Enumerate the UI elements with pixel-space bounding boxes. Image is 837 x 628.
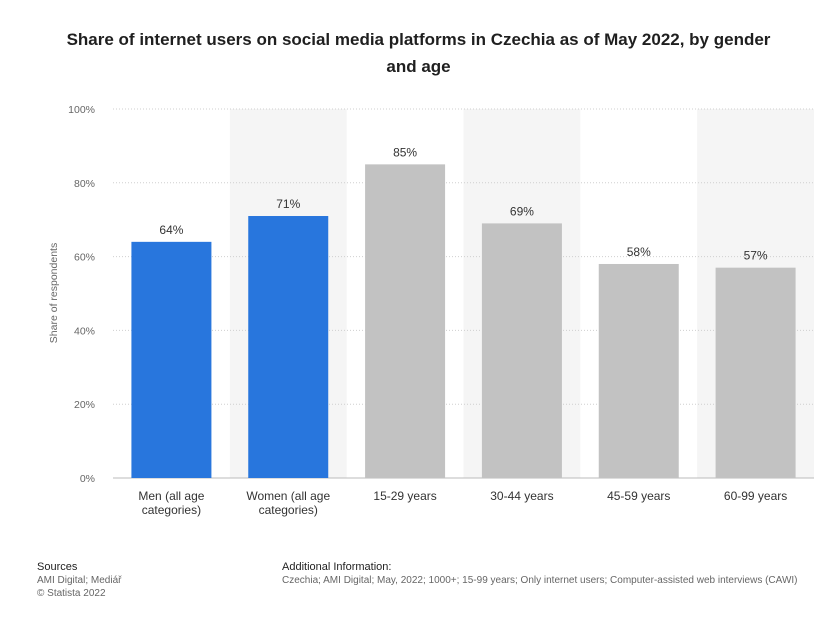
copyright-line: © Statista 2022 bbox=[37, 588, 106, 599]
y-axis-ticks: 0% 20% 40% 60% 80% 100% bbox=[68, 104, 95, 485]
x-tick-label: categories) bbox=[259, 503, 318, 517]
y-tick-label: 20% bbox=[74, 399, 95, 411]
sources-line: AMI Digital; Mediář bbox=[37, 575, 122, 586]
chart-title: Share of internet users on social media … bbox=[66, 30, 771, 76]
data-label: 69% bbox=[510, 204, 534, 218]
additional-info-text: Czechia; AMI Digital; May, 2022; 1000+; … bbox=[282, 575, 798, 586]
bar-chart: 0% 20% 40% 60% 80% 100% 64% 71% 85% 69% 58% 57% Me… bbox=[48, 104, 814, 517]
x-tick-label: 45-59 years bbox=[607, 489, 670, 503]
data-label: 71% bbox=[276, 197, 300, 211]
gridlines bbox=[113, 108, 814, 479]
x-tick-label: Women (all age bbox=[246, 489, 330, 503]
x-tick-label: 30-44 years bbox=[490, 489, 553, 503]
y-tick-label: 40% bbox=[74, 325, 95, 337]
bars bbox=[131, 164, 796, 478]
bar bbox=[598, 263, 679, 478]
data-label: 64% bbox=[159, 223, 183, 237]
sources-heading: Sources bbox=[37, 561, 78, 573]
data-label: 58% bbox=[627, 245, 651, 259]
y-axis-title: Share of respondents bbox=[48, 243, 60, 343]
data-label: 85% bbox=[393, 145, 417, 159]
sources-block: Sources AMI Digital; Mediář © Statista 2… bbox=[37, 561, 121, 600]
additional-information-block: Additional Information: Czechia; AMI Dig… bbox=[282, 561, 832, 587]
bar bbox=[715, 267, 796, 478]
y-tick-label: 60% bbox=[74, 252, 95, 264]
bar bbox=[131, 241, 212, 478]
y-tick-label: 0% bbox=[80, 473, 95, 485]
bar bbox=[481, 223, 562, 478]
x-tick-label: categories) bbox=[142, 503, 201, 517]
x-tick-label: Men (all age bbox=[138, 489, 204, 503]
additional-info-heading: Additional Information: bbox=[282, 561, 392, 573]
y-tick-label: 80% bbox=[74, 178, 95, 190]
data-label: 57% bbox=[744, 249, 768, 263]
x-tick-label: 60-99 years bbox=[724, 489, 787, 503]
bar bbox=[248, 216, 329, 478]
y-tick-label: 100% bbox=[68, 104, 95, 116]
data-labels: 64% 71% 85% 69% 58% 57% bbox=[159, 145, 768, 262]
x-tick-label: 15-29 years bbox=[373, 489, 436, 503]
bar bbox=[365, 164, 446, 478]
